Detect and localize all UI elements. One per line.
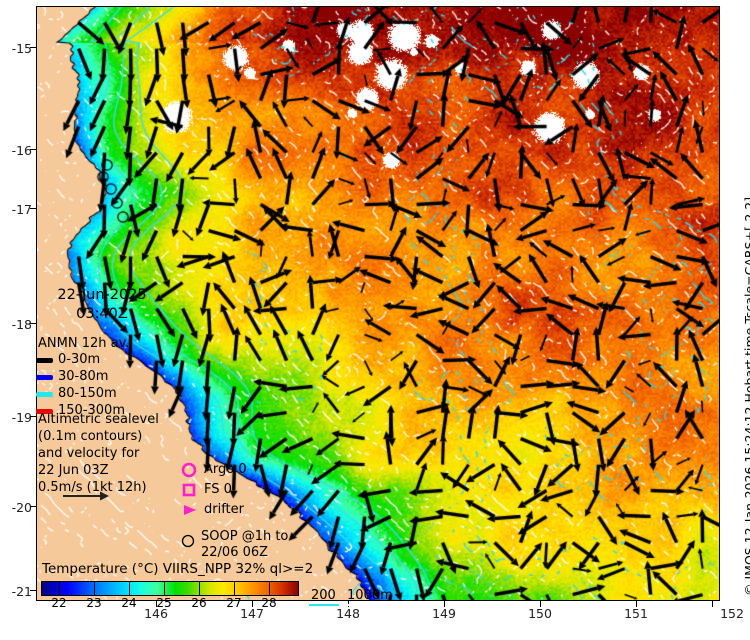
x-tick-label: 147 <box>240 606 264 621</box>
x-tick-label: 149 <box>432 606 456 621</box>
altimetry-note-line5: 0.5m/s (1kt 12h) <box>38 480 147 495</box>
altimetry-note-line2: (0.1m contours) <box>38 429 143 444</box>
x-tick-label: 150 <box>528 606 552 621</box>
anmn-swatch-80-150m <box>36 392 53 397</box>
y-tick-label: -18 <box>11 317 32 332</box>
fs-legend-label: FS 0 <box>204 482 232 497</box>
depth-legend-1000-line <box>346 604 386 606</box>
credit-block: © IMOS 12-Jan-2026 15:24:12 Hobart time … <box>722 0 750 600</box>
anmn-swatch-150-300m <box>36 409 53 414</box>
soop-legend-label-line1: SOOP @1h to <box>201 529 289 544</box>
argo-legend-label: Argo 0 <box>204 462 247 477</box>
soop-marker-icon <box>180 533 196 553</box>
credit-text: © IMOS 12-Jan-2026 15:24:12 Hobart time … <box>742 196 750 596</box>
soop-legend-label-line2: 22/06 06Z <box>201 545 269 560</box>
colorbar-tick-mark <box>94 581 95 596</box>
colorbar-tick-label: 22 <box>51 596 67 610</box>
anmn-legend-title: ANMN 12h av. <box>38 336 130 351</box>
colorbar-tick-label: 26 <box>191 596 207 610</box>
anmn-swatch-30-80m <box>36 375 53 380</box>
velocity-scale-arrow-icon <box>62 488 110 507</box>
colorbar-tick-label: 27 <box>226 596 242 610</box>
x-tick-mark <box>540 601 541 607</box>
colorbar-tick-label: 28 <box>261 596 277 610</box>
colorbar-tick-mark <box>234 581 235 596</box>
argo-marker-icon <box>180 461 198 483</box>
x-tick-mark <box>156 601 157 607</box>
y-tick-label: -20 <box>11 500 32 515</box>
anmn-label-80-150m: 80-150m <box>58 386 117 401</box>
colorbar-gradient <box>41 581 299 596</box>
y-tick-mark <box>30 416 36 417</box>
colorbar-tick-mark <box>269 581 270 596</box>
anmn-label-0-30m: 0-30m <box>58 352 101 367</box>
y-tick-mark <box>30 506 36 507</box>
altimetry-note-line1: Altimetric sealevel <box>38 412 159 427</box>
colorbar-tick-mark <box>59 581 60 596</box>
y-tick-label: -17 <box>11 202 32 217</box>
map-plot-area[interactable] <box>36 6 720 601</box>
overlay-vectors-contours-canvas <box>37 7 719 600</box>
x-tick-label: 146 <box>144 606 168 621</box>
altimetry-note-line4: 22 Jun 03Z <box>38 463 109 478</box>
depth-legend-200-line <box>309 604 339 606</box>
drifter-marker-icon <box>181 501 199 523</box>
y-tick-mark <box>30 208 36 209</box>
y-tick-label: -21 <box>11 584 32 599</box>
y-tick-mark <box>30 149 36 150</box>
colorbar-tick-mark <box>129 581 130 596</box>
depth-legend-1000-label: 1000m <box>347 588 393 603</box>
x-tick-mark <box>252 601 253 607</box>
x-tick-label: 152 <box>720 606 744 621</box>
x-tick-label: 151 <box>624 606 648 621</box>
y-tick-label: -19 <box>11 410 32 425</box>
timestamp-date: 22-Jun-2025 <box>57 287 147 303</box>
colorbar-tick-mark <box>164 581 165 596</box>
colorbar-tick-label: 23 <box>86 596 102 610</box>
depth-legend-200-label: 200 <box>311 588 336 603</box>
y-tick-mark <box>30 323 36 324</box>
x-tick-mark <box>712 601 713 607</box>
x-tick-mark <box>444 601 445 607</box>
x-tick-mark <box>636 601 637 607</box>
colorbar-tick-label: 25 <box>156 596 172 610</box>
colorbar-tick-label: 24 <box>121 596 137 610</box>
y-tick-label: -15 <box>11 41 32 56</box>
drifter-legend-label: drifter <box>204 502 244 517</box>
timestamp-block: 22-Jun-2025 03:40Z <box>42 286 162 324</box>
colorbar-title: Temperature (°C) VIIRS_NPP 32% ql>=2 <box>42 561 314 577</box>
y-tick-label: -16 <box>11 143 32 158</box>
anmn-swatch-0-30m <box>36 358 53 363</box>
x-tick-label: 148 <box>336 606 360 621</box>
altimetry-note-line3: and velocity for <box>38 446 140 461</box>
y-tick-mark <box>30 590 36 591</box>
colorbar-tick-mark <box>199 581 200 596</box>
anmn-label-30-80m: 30-80m <box>58 369 109 384</box>
timestamp-time: 03:40Z <box>76 306 128 322</box>
fs-marker-icon <box>180 481 198 503</box>
anmn-label-150-300m: 150-300m <box>58 403 125 418</box>
y-tick-mark <box>30 47 36 48</box>
